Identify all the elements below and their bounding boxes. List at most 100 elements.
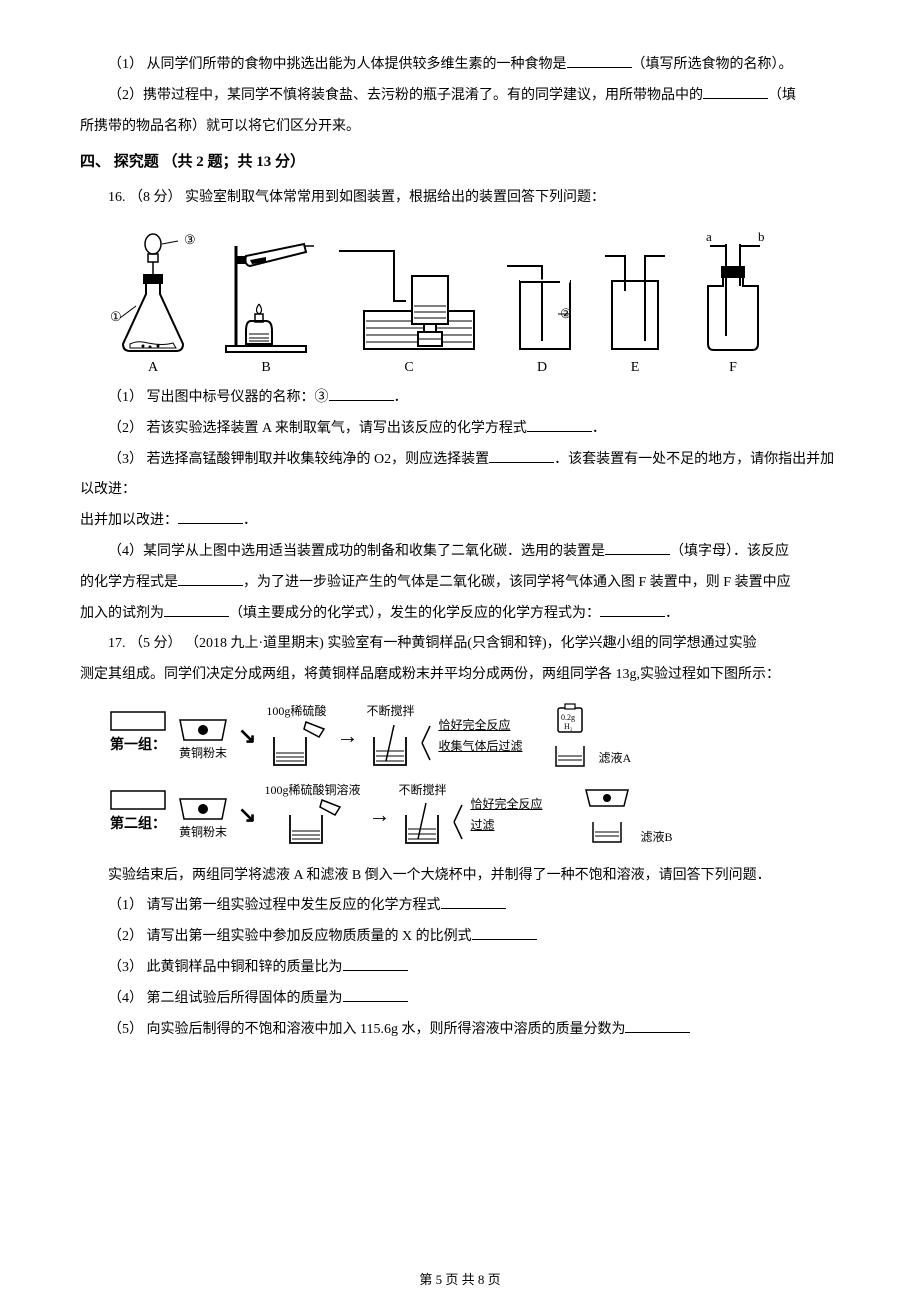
q16-sub3-line1: （3） 若选择高锰酸钾制取并收集较纯净的 O2，则应选择装置．该套装置有一处不足…: [80, 445, 840, 507]
q-prev-sub1: （1） 从同学们所带的食物中挑选出能为人体提供较多维生素的一种食物是（填写所选食…: [80, 50, 840, 81]
q17-sub4: （4） 第二组试验后所得固体的质量为: [80, 984, 840, 1015]
device-F: a b F: [688, 226, 778, 377]
brass1-caption: 黄铜粉末: [179, 746, 227, 760]
device-A-label: A: [148, 360, 158, 377]
q17-flow-row2: 第二组： 黄铜粉末 ↘ 100g稀硫酸铜溶液 → 不断搅拌: [108, 780, 768, 851]
q16-sub1a: （1） 写出图中标号仪器的名称：③: [108, 390, 329, 405]
q17-figure: 第一组： 黄铜粉末 ↘ 100g稀硫酸 → 不断搅拌: [108, 701, 768, 851]
q16-sub4d: （填主要成分的化学式），发生的化学反应的化学方程式为：: [229, 606, 600, 621]
q16-sub1b: ．: [394, 390, 408, 405]
device-B-svg: [216, 226, 316, 356]
label-b: b: [758, 229, 765, 244]
q17-sub5: （5） 向实验后制得的不饱和溶液中加入 115.6g 水，则所得溶液中溶质的质量…: [80, 1015, 840, 1046]
results2-labels: 滤液B: [640, 780, 672, 851]
blank-food: [567, 54, 632, 68]
blank-q16-4b: [178, 572, 243, 586]
q17-sub3: （3） 此黄铜样品中铜和锌的质量比为: [80, 953, 840, 984]
paren-fill: （填: [768, 88, 796, 103]
solid-svg: [582, 784, 632, 812]
device-E-svg: [600, 226, 670, 356]
blank-q17-4: [343, 988, 408, 1002]
device-C-svg: [334, 226, 484, 356]
split1-bracket: [418, 718, 442, 768]
q16-sub3a: （3） 若选择高锰酸钾制取并收集较纯净的 O2，则应选择装置: [108, 452, 489, 467]
q17-stem-line1: 17. （5 分） （2018 九上·道里期末) 实验室有一种黄铜样品(只含铜和…: [80, 629, 840, 660]
filtrateA-svg: [550, 740, 590, 770]
solid-box: [582, 784, 632, 812]
q16-sub2: （2） 若该实验选择装置 A 来制取氧气，请写出该反应的化学方程式 ．: [80, 414, 840, 445]
q16-sub3-line2: 出并加以改进：．: [80, 506, 840, 537]
q17-after: 实验结束后，两组同学将滤液 A 和滤液 B 倒入一个大烧杯中，并制得了一种不饱和…: [80, 861, 840, 892]
cuso4-box: 100g稀硫酸铜溶液: [264, 783, 360, 847]
acid-caption: 100g稀硫酸: [266, 704, 326, 718]
q-prev-sub2b: 所携带的物品名称）就可以将它们区分开来。: [80, 119, 360, 134]
group2-label: 第二组：: [110, 810, 166, 841]
q16-sub2b: ．: [592, 421, 606, 436]
blank-q16-1: [329, 387, 394, 401]
label-circ-3: ③: [184, 232, 196, 247]
stir1-svg: [366, 719, 414, 769]
q16-sub4-line1: （4）某同学从上图中选用适当装置成功的制备和收集了二氧化碳．选用的装置是 （填字母…: [80, 537, 840, 568]
section4-title: 四、 探究题 （共 2 题；共 13 分）: [80, 146, 840, 179]
q16-sub4-l3a: 加入的试剂为: [80, 606, 164, 621]
brass2-box: 黄铜粉末: [176, 791, 230, 839]
q16-sub1: （1） 写出图中标号仪器的名称：③ ．: [80, 383, 840, 414]
results1-labels: 滤液A: [598, 701, 631, 772]
split2: 恰好完全反应 过滤: [454, 797, 574, 834]
arrow4: →: [368, 791, 390, 839]
brass1-svg: [176, 712, 230, 746]
split1-line1: 恰好完全反应: [438, 718, 542, 734]
split1-line2: 收集气体后过滤: [438, 739, 542, 755]
q16-sub4-l2b: ，为了进一步验证产生的气体是二氧化碳，该同学将气体通入图 F 装置中，则 F 装…: [243, 575, 791, 590]
cuso4-caption: 100g稀硫酸铜溶液: [264, 783, 360, 797]
q16-sub4-line2: 的化学方程式是 ，为了进一步验证产生的气体是二氧化碳，该同学将气体通入图 F 装置…: [80, 568, 840, 599]
svg-text:H₂: H₂: [564, 722, 573, 731]
stir2-svg: [398, 797, 446, 847]
q-prev-sub2-line1: （2）携带过程中，某同学不慎将装食盐、去污粉的瓶子混淆了。有的同学建议，用所带物…: [80, 81, 840, 112]
filtrateB-box: [582, 816, 632, 846]
q17-sub2-text: （2） 请写出第一组实验中参加反应物质质量的 X 的比例式: [108, 929, 472, 944]
q16-stem: 16. （8 分） 实验室制取气体常常用到如图装置，根据给出的装置回答下列问题：: [80, 183, 840, 214]
blank-q17-1: [441, 895, 506, 909]
h2-empty: [598, 701, 631, 727]
q-prev-sub1-suffix: （填写所选食物的名称）。: [632, 57, 793, 72]
q16-sub4b-part: （填字母）．该反应: [670, 544, 789, 559]
blank-q16-4c: [164, 603, 229, 617]
arrow2: →: [336, 712, 358, 760]
q17-stem-1: 17. （5 分） （2018 九上·道里期末) 实验室有一种黄铜样品(只含铜和…: [108, 636, 757, 651]
group2-box-svg: [110, 790, 166, 810]
q-prev-sub2a: （2）携带过程中，某同学不慎将装食盐、去污粉的瓶子混淆了。有的同学建议，用所带物…: [108, 88, 703, 103]
q16-sub4a: （4）某同学从上图中选用适当装置成功的制备和收集了二氧化碳．选用的装置是: [108, 544, 605, 559]
device-B: B: [216, 226, 316, 377]
brass2-svg: [176, 791, 230, 825]
device-A-svg: ③ ①: [108, 226, 198, 356]
stir1-box: 不断搅拌: [366, 704, 414, 768]
blank-q16-2: [527, 418, 592, 432]
blank-q17-3: [343, 957, 408, 971]
brass1-box: 黄铜粉末: [176, 712, 230, 760]
device-F-svg: a b: [688, 226, 778, 356]
label-a: a: [706, 229, 712, 244]
split2-line1: 恰好完全反应: [470, 797, 574, 813]
svg-text:0.2g: 0.2g: [561, 713, 575, 722]
q-prev-sub2-line2: 所携带的物品名称）就可以将它们区分开来。: [80, 112, 840, 143]
results2: [582, 784, 632, 846]
q17-flow-row1: 第一组： 黄铜粉末 ↘ 100g稀硫酸 → 不断搅拌: [108, 701, 768, 772]
q16-figure: ③ ① A: [108, 226, 840, 377]
label-circ-1: ①: [110, 309, 122, 324]
q16-sub4-l2a: 的化学方程式是: [80, 575, 178, 590]
group1-box-svg: [110, 711, 166, 731]
q17-sub3-text: （3） 此黄铜样品中铜和锌的质量比为: [108, 960, 343, 975]
device-C-label: C: [404, 360, 413, 377]
q17-sub4-text: （4） 第二组试验后所得固体的质量为: [108, 991, 343, 1006]
split2-line2: 过滤: [470, 818, 574, 834]
blank-q16-3a: [489, 449, 554, 463]
filtrateB-svg: [587, 816, 627, 846]
results1: 0.2g H₂: [550, 702, 590, 770]
device-D-svg: ②: [502, 226, 582, 356]
group1-label-box: 第一组：: [108, 711, 168, 762]
q16-sub2a: （2） 若该实验选择装置 A 来制取氧气，请写出该反应的化学方程式: [108, 421, 527, 436]
device-D: ② D: [502, 226, 582, 377]
h2-svg: 0.2g H₂: [552, 702, 588, 736]
split2-bracket: [450, 797, 474, 847]
